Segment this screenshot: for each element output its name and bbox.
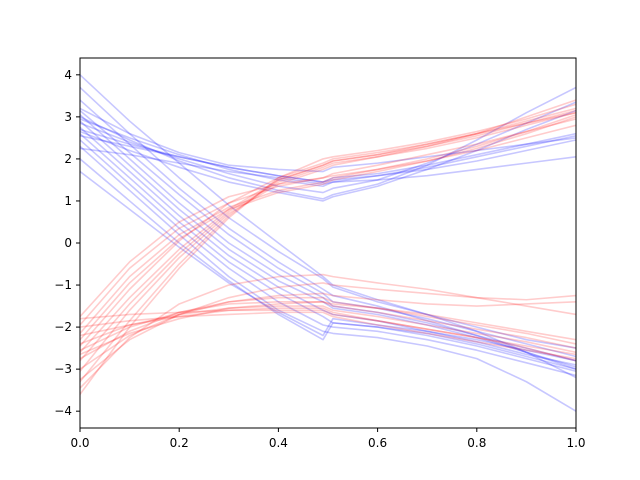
- red-series-line-39: [80, 301, 576, 356]
- red-series-line-22: [80, 99, 576, 372]
- y-tick-label: −3: [54, 362, 72, 376]
- red-series-line-38: [80, 309, 576, 356]
- blue-series-line-19: [80, 170, 576, 362]
- series-layer: [80, 74, 576, 412]
- red-series-line-36: [80, 307, 576, 362]
- blue-series-line-6: [80, 101, 576, 194]
- blue-series-line-11: [80, 109, 576, 358]
- y-tick-label: 3: [64, 110, 72, 124]
- y-tick-label: 2: [64, 152, 72, 166]
- red-series-line-26: [80, 116, 576, 341]
- red-series-line-20: [80, 103, 576, 395]
- x-tick-label: 0.0: [70, 436, 89, 450]
- axes-layer: 0.0 0.2 0.4 0.6 0.8 1.0 −4 −3 −2 −1 0 1 2 3 4: [54, 57, 586, 450]
- x-tick-label: 1.0: [566, 436, 585, 450]
- blue-series-line-1: [80, 107, 576, 173]
- blue-series-line-18: [80, 158, 576, 370]
- red-series-line-35: [80, 305, 576, 354]
- x-tick-label: 0.8: [467, 436, 486, 450]
- x-tick-label: 0.4: [269, 436, 288, 450]
- y-tick-label: −2: [54, 320, 72, 334]
- x-tick-label: 0.2: [170, 436, 189, 450]
- y-tick-label: 4: [64, 68, 72, 82]
- red-series-line-30: [80, 273, 576, 389]
- blue-series-line-17: [80, 145, 576, 412]
- blue-series-line-13: [80, 120, 576, 368]
- blue-series-line-2: [80, 118, 576, 188]
- y-tick-label: −1: [54, 278, 72, 292]
- red-series-line-23: [80, 111, 576, 362]
- blue-series-line-14: [80, 126, 576, 366]
- blue-series-line-4: [80, 147, 576, 185]
- red-series-line-34: [80, 301, 576, 351]
- red-series-line-32: [80, 292, 576, 370]
- red-series-line-27: [80, 114, 576, 334]
- x-tick-label: 0.6: [368, 436, 387, 450]
- y-tick-label: 1: [64, 194, 72, 208]
- red-series-line-24: [80, 109, 576, 353]
- blue-series-line-0: [80, 128, 576, 183]
- red-series-line-33: [80, 296, 576, 360]
- blue-series-line-15: [80, 133, 576, 373]
- red-series-line-37: [80, 311, 576, 360]
- blue-series-line-9: [80, 86, 576, 379]
- y-tick-label: −4: [54, 404, 72, 418]
- blue-series-line-12: [80, 114, 576, 362]
- blue-series-line-8: [80, 74, 576, 349]
- blue-series-line-3: [80, 134, 576, 183]
- red-series-line-25: [80, 111, 576, 347]
- blue-series-line-7: [80, 109, 576, 202]
- red-series-line-21: [80, 107, 576, 383]
- red-series-line-31: [80, 282, 576, 381]
- red-series-line-28: [80, 118, 576, 326]
- red-series-line-29: [80, 124, 576, 318]
- y-tick-label: 0: [64, 236, 72, 250]
- blue-series-line-5: [80, 86, 576, 200]
- blue-series-line-16: [80, 139, 576, 377]
- blue-series-line-10: [80, 99, 576, 370]
